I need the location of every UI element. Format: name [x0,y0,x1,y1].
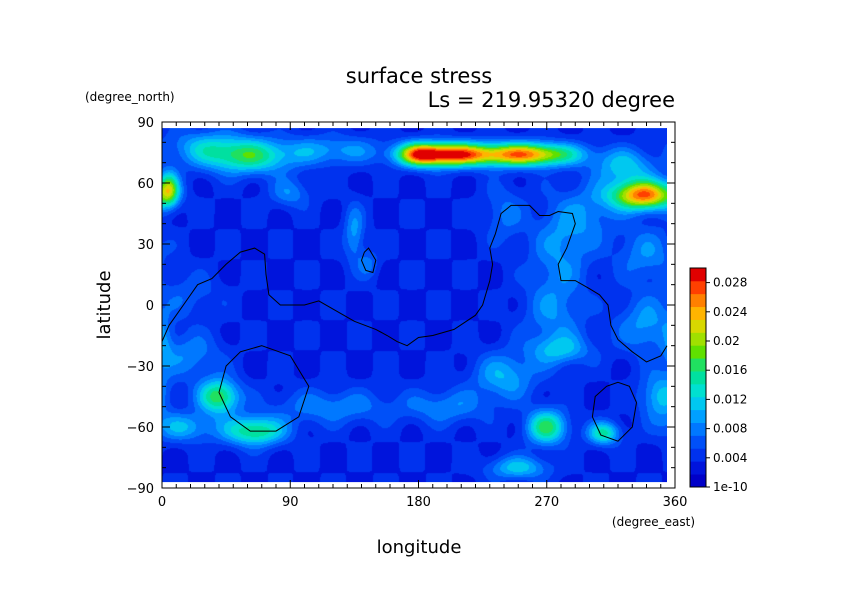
x-axis: 0 90 180 270 360 [158,122,688,510]
colorbar-tick-label: 0.028 [713,276,747,290]
y-tick-label: 60 [137,177,154,192]
heatmap-image [162,128,667,483]
colorbar-swatch [690,409,706,423]
x-tick-label: 180 [406,495,431,510]
plot-area [161,121,676,489]
colorbar-swatch [690,396,706,411]
colorbar-swatch [690,319,706,333]
x-tick-label: 360 [663,495,688,510]
y-tick-label: −30 [127,360,154,375]
coastline-contours [161,204,668,442]
colorbar-swatch [690,293,706,308]
y-axis-units: (degree_north) [85,90,175,104]
colorbar-tick-label: 1e-10 [713,480,748,494]
y-axis: −90 −60 −30 0 30 60 90 [127,116,675,497]
x-tick-label: 270 [534,495,559,510]
contour-line-2 [218,345,310,432]
colorbar-tick-label: 0.008 [713,422,747,436]
colorbar-swatch [690,345,706,359]
colorbar-swatch [690,371,706,385]
y-tick-label: 90 [137,116,154,131]
chart-title: surface stress [346,64,492,88]
colorbar-swatch [690,358,706,372]
colorbar-frame [689,267,707,488]
contour-line-0 [161,204,668,363]
y-tick-label: −90 [127,482,154,497]
colorbar: 1e-10 0.004 0.008 0.012 0.016 0.02 0.024 0.028 [689,267,748,494]
contour-line-1 [360,247,377,274]
x-axis-units: (degree_east) [612,515,695,529]
y-tick-label: 30 [137,238,154,253]
colorbar-swatch [690,268,706,282]
colorbar-swatch [690,422,706,436]
y-axis-label: latitude [94,270,115,339]
x-tick-label: 90 [282,495,299,510]
colorbar-tick-label: 0.004 [713,451,747,465]
x-axis-label: longitude [377,537,462,558]
colorbar-tick-label: 0.024 [713,305,747,319]
colorbar-swatch [690,435,706,449]
contour-line-3 [591,381,638,442]
colorbar-tick-label: 0.012 [713,392,747,406]
y-tick-label: 0 [146,299,154,314]
y-tick-label: −60 [127,421,154,436]
colorbar-swatch [690,448,706,462]
colorbar-tick-label: 0.016 [713,363,747,377]
colorbar-swatch [690,474,706,488]
colorbar-swatch [690,280,706,295]
colorbar-swatch [690,306,706,320]
x-tick-label: 0 [158,495,166,510]
chart-subtitle: Ls = 219.95320 degree [428,88,675,112]
colorbar-swatch [690,332,706,346]
colorbar-swatch [690,383,706,398]
colorbar-tick-label: 0.02 [713,334,740,348]
colorbar-swatch [690,461,706,475]
